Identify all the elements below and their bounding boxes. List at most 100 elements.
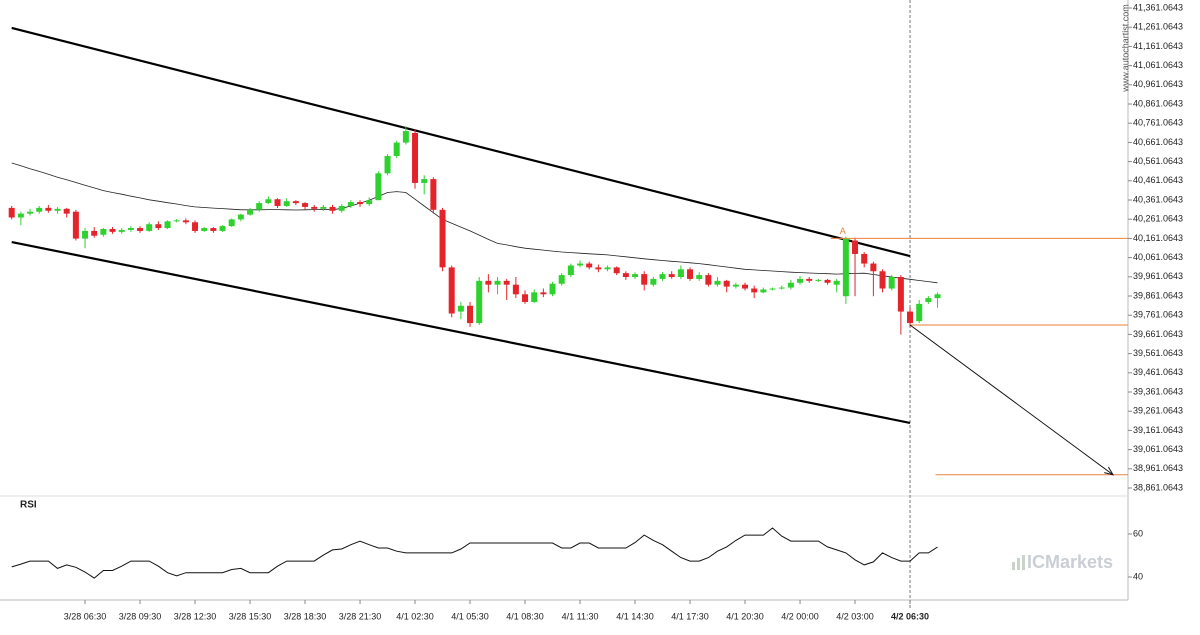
- x-tick-label: 3/28 21:30: [339, 611, 382, 621]
- candle-body: [760, 289, 767, 293]
- y-tick-label: 39,761.0643: [1133, 310, 1183, 320]
- y-tick-label: 39,561.0643: [1133, 348, 1183, 358]
- x-tick-label: 3/28 18:30: [284, 611, 327, 621]
- candle-body: [393, 142, 400, 157]
- y-tick-label: 41,061.0643: [1133, 60, 1183, 70]
- candle-body: [274, 199, 281, 206]
- channel-lower: [11, 240, 911, 425]
- candle-body: [549, 283, 556, 295]
- candle-body: [100, 229, 107, 235]
- y-tick-label: 39,361.0643: [1133, 386, 1183, 396]
- x-tick-label: 4/1 08:30: [506, 611, 544, 621]
- y-tick-label: 40,661.0643: [1133, 137, 1183, 147]
- brand: ICMarkets: [1027, 552, 1113, 572]
- candle-body: [577, 263, 584, 266]
- y-tick-label: 39,461.0643: [1133, 367, 1183, 377]
- candle-body: [366, 200, 373, 205]
- candle-body: [641, 274, 648, 285]
- candle-body: [852, 240, 859, 254]
- candle-body: [17, 213, 24, 218]
- candle-body: [595, 267, 602, 270]
- candle-body: [72, 211, 79, 239]
- candle-body: [82, 230, 89, 239]
- candle-body: [164, 221, 171, 229]
- y-tick-label: 41,361.0643: [1133, 2, 1183, 12]
- candle-body: [228, 219, 235, 227]
- y-tick-label: 40,861.0643: [1133, 98, 1183, 108]
- candle-body: [302, 203, 309, 207]
- candle-body: [512, 284, 519, 295]
- candle-body: [182, 220, 189, 223]
- candle-body: [751, 288, 758, 293]
- candle-body: [256, 203, 263, 210]
- candle-body: [925, 298, 932, 302]
- y-tick-label: 40,561.0643: [1133, 156, 1183, 166]
- y-tick-label: 40,961.0643: [1133, 79, 1183, 89]
- pattern-label: A: [840, 226, 846, 236]
- candle-body: [531, 292, 538, 302]
- candle-body: [173, 220, 180, 222]
- candle-body: [907, 311, 914, 324]
- candle-body: [430, 179, 437, 210]
- candle-body: [677, 269, 684, 278]
- candle-body: [861, 253, 868, 264]
- candle-body: [201, 228, 208, 231]
- candle-body: [467, 305, 474, 324]
- rsi-tick-label: 60: [1133, 528, 1143, 538]
- x-tick-label: 3/28 12:30: [174, 611, 217, 621]
- candle-body: [540, 292, 547, 295]
- x-tick-label: 4/1 05:30: [451, 611, 489, 621]
- y-tick-label: 38,961.0643: [1133, 463, 1183, 473]
- candle-body: [879, 271, 886, 289]
- candle-body: [219, 226, 226, 231]
- candle-body: [916, 303, 923, 322]
- candle-body: [723, 280, 730, 287]
- candle-body: [742, 284, 749, 289]
- x-tick-label: 4/1 02:30: [396, 611, 434, 621]
- x-tick-label: 4/1 20:30: [726, 611, 764, 621]
- x-tick-label: 4/2 00:00: [781, 611, 819, 621]
- candle-body: [888, 277, 895, 289]
- candle-body: [210, 228, 217, 231]
- candle-body: [714, 280, 721, 285]
- y-tick-label: 39,961.0643: [1133, 271, 1183, 281]
- y-tick-label: 41,161.0643: [1133, 41, 1183, 51]
- candle-body: [247, 209, 254, 215]
- candle-body: [155, 224, 162, 229]
- candle-body: [687, 269, 694, 279]
- candle-body: [522, 294, 529, 302]
- y-tick-label: 38,861.0643: [1133, 482, 1183, 492]
- rsi-line: [11, 527, 938, 579]
- candle-body: [494, 280, 501, 285]
- candle-body: [806, 278, 813, 281]
- candle-body: [604, 267, 611, 270]
- y-tick-label: 41,261.0643: [1133, 22, 1183, 32]
- candle-body: [338, 205, 345, 211]
- candle-body: [558, 275, 565, 284]
- candle-body: [586, 263, 593, 268]
- y-tick-label: 39,661.0643: [1133, 329, 1183, 339]
- x-tick-label: 4/1 14:30: [616, 611, 654, 621]
- candle-body: [237, 214, 244, 220]
- candle-body: [127, 228, 134, 230]
- x-tick-label: 3/28 15:30: [229, 611, 272, 621]
- moving-average: [11, 162, 938, 284]
- candle-body: [109, 229, 116, 232]
- candle-body: [421, 179, 428, 183]
- candle-body: [668, 274, 675, 278]
- candle-body: [320, 206, 327, 209]
- candle-body: [91, 230, 98, 236]
- channel-upper: [11, 26, 911, 258]
- candle-body: [833, 280, 840, 285]
- candle-body: [778, 287, 785, 289]
- candle-body: [137, 228, 144, 231]
- candle-body: [897, 277, 904, 312]
- candle-body: [54, 208, 61, 211]
- candle-body: [934, 294, 941, 299]
- candle-body: [732, 284, 739, 287]
- y-tick-label: 40,361.0643: [1133, 194, 1183, 204]
- candle-body: [384, 156, 391, 174]
- candle-body: [265, 199, 272, 204]
